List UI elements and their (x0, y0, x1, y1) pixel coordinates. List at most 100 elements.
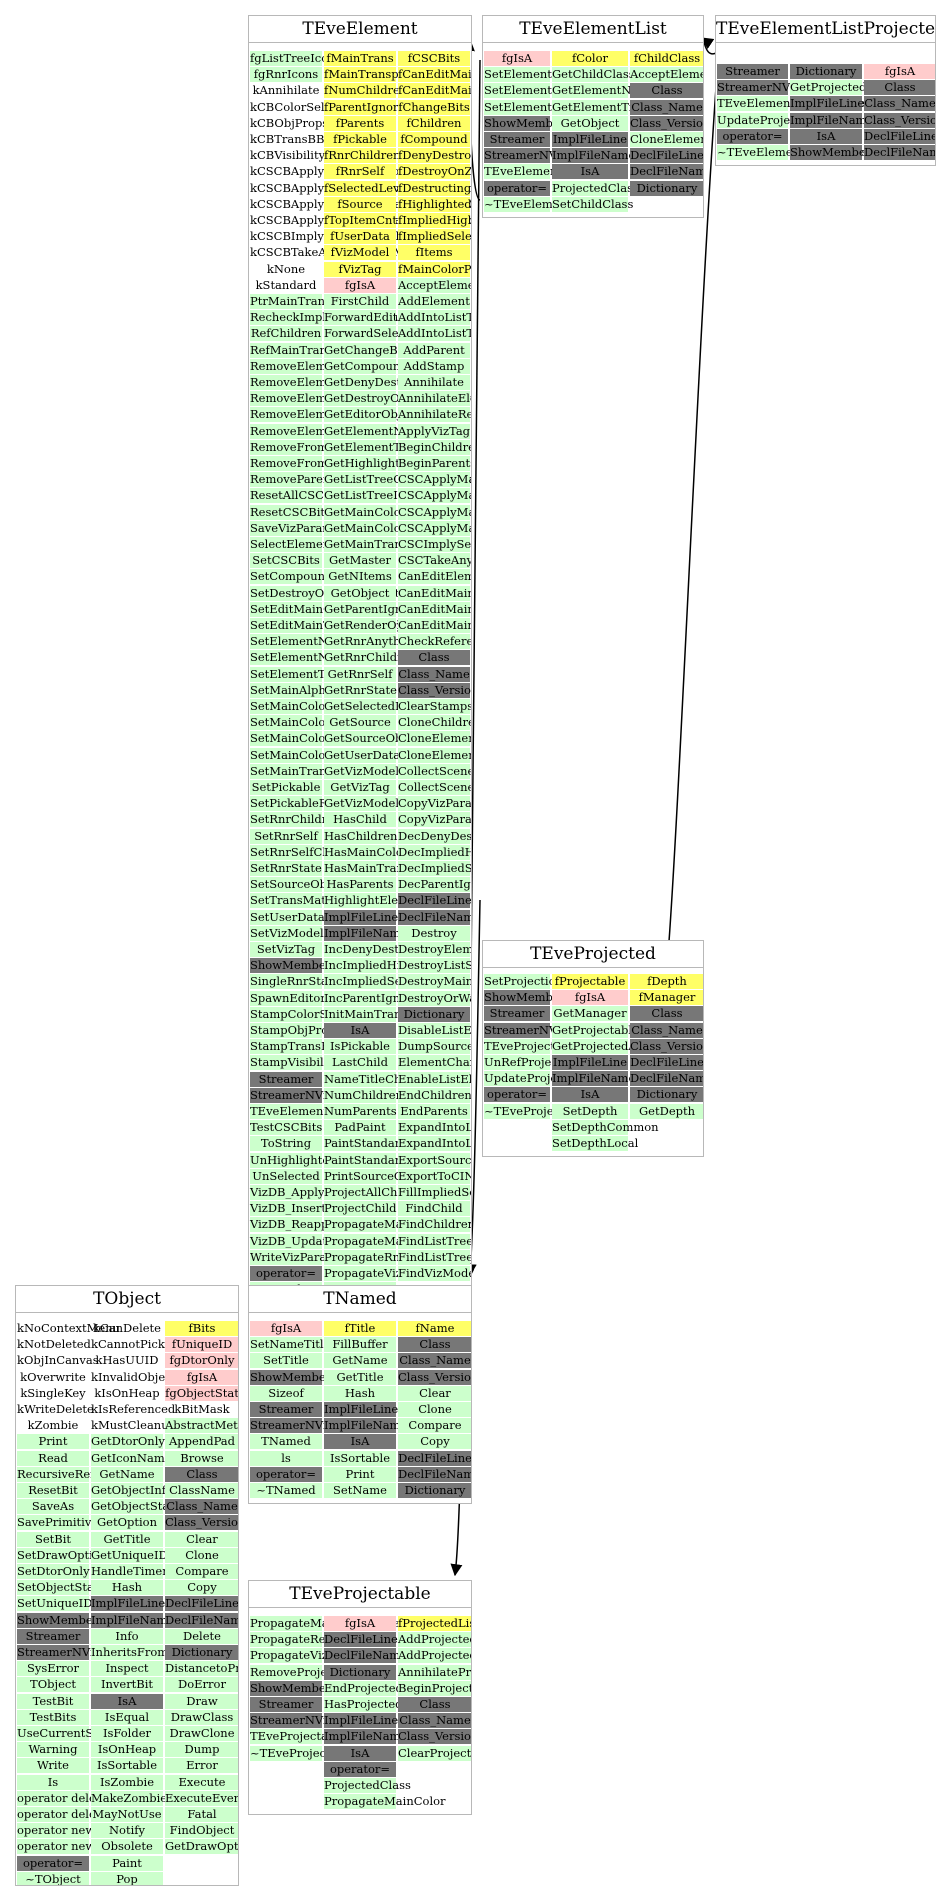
member-cell: DeclFileName (398, 1466, 471, 1482)
member-cell: GetEditorObject (324, 407, 420, 423)
member-cell: Draw (165, 1693, 238, 1709)
member-cell: PropagateMainColor (324, 1794, 446, 1810)
member-cell: DecParentIgnoreCnt (398, 877, 471, 893)
member-cell: ImplFileName (324, 1729, 408, 1745)
member-cell: GetChildClass (552, 67, 635, 83)
member-cell: operator= (324, 1761, 396, 1777)
member-cell: Clone (398, 1402, 471, 1417)
member-cell: fDestroyOnZeroRefCnt (398, 164, 472, 180)
member-cell: Class_Name (864, 96, 936, 112)
member-cell: fgIsA (250, 1321, 322, 1336)
member-cell: EndProjecteds (324, 1680, 409, 1696)
member-cell: ImplFileName (324, 1418, 408, 1434)
member-cell: Dictionary (790, 64, 862, 79)
member-cell: SetElementNameTitle (484, 83, 614, 99)
member-cell: SetRnrState (250, 861, 322, 876)
member-cell: Class_Name (398, 1713, 471, 1729)
member-cell: operator delete (17, 1790, 108, 1806)
member-cell: Read (17, 1450, 89, 1466)
member-cell: kBitMask (174, 1402, 230, 1416)
member-cell: SaveVizParams (250, 520, 340, 536)
member-cell: fTopItemCnt (324, 213, 398, 228)
class-box-teveelementlistprojected: TEveElementListProjected Streamer Streamer… (715, 15, 936, 167)
member-cell: IsA (324, 1434, 396, 1450)
member-cell: SetElementName (250, 634, 353, 650)
member-cell: fCompound (398, 132, 470, 147)
member-cell: AcceptElement (630, 67, 703, 83)
member-cell: Class_Name (398, 1353, 471, 1369)
member-cell: IsA (91, 1693, 163, 1709)
member-cell: DestroyListSubTree (398, 958, 471, 974)
class-title: TEveElementListProjected (716, 16, 935, 43)
member-cell: StampObjProps (250, 1023, 342, 1038)
member-cell: fSource (324, 196, 396, 212)
member-cell: Execute (165, 1774, 238, 1790)
member-cell: DeclFileName (864, 145, 935, 160)
member-cell: kInvalidObject (91, 1369, 177, 1384)
member-cell: kCSCBApplyMainTransparencyToMatchingChil… (250, 213, 471, 228)
member-cell: GetChangeBits (324, 342, 412, 358)
member-cell: ImplFileLine (91, 1596, 166, 1612)
member-cell: IsSortable (91, 1758, 163, 1774)
member-cell: kHasUUID (95, 1353, 159, 1368)
member-cell: PropagateVizParams (250, 1648, 372, 1664)
member-cell: CSCApplyMainColorToMatchingChildren (398, 488, 471, 504)
member-cell: GetRnrChildren (324, 650, 417, 666)
member-cell: ResetCSCBits (250, 504, 331, 520)
member-cell: operator= (250, 1466, 322, 1482)
member-cell: DoError (165, 1677, 238, 1693)
member-cell: ImplFileLine (324, 1713, 399, 1729)
member-cell: Clear (165, 1531, 238, 1547)
member-cell: Class (630, 83, 703, 99)
member-cell: fTitle (324, 1321, 396, 1336)
member-cell: SetVizModel (250, 925, 324, 941)
member-cell: fImpliedSelected (398, 229, 472, 245)
member-cell: DeclFileName (398, 909, 471, 925)
member-cell: GetObject (552, 115, 628, 131)
member-cell: ~TEveProjectable (250, 1745, 356, 1761)
member-cell: Annihilate (398, 375, 470, 390)
member-cell: fColor (552, 51, 628, 66)
member-cell: Dictionary (398, 1006, 470, 1022)
member-cell: PropagateMainTransparency (250, 1616, 420, 1631)
member-cell: PropagateMainColorToProjecteds (324, 1217, 471, 1233)
member-cell: kNone (266, 261, 306, 276)
member-cell: ForwardSelection (324, 326, 428, 342)
member-cell: GetMaster (324, 553, 396, 569)
member-cell: kOverwrite (20, 1369, 86, 1384)
member-cell: SysError (17, 1661, 89, 1677)
member-cell: SetRnrChildren (250, 812, 342, 828)
member-cell: StreamerNVirtual (717, 80, 822, 96)
member-cell: ShowMembers (250, 1680, 338, 1696)
member-cell: SetElementTitle (250, 666, 345, 682)
member-cell: StreamerNVirtual (17, 1645, 122, 1660)
member-cell: DeclFileName (324, 1648, 407, 1664)
member-cell: PropagateRenderState (250, 1632, 384, 1648)
member-cell: FindObject (165, 1823, 238, 1839)
member-cell: UnRefProjectable (484, 1055, 588, 1070)
member-cell: NameTitleChanged (324, 1071, 438, 1087)
member-cell: SetName (324, 1483, 396, 1498)
member-cell: ImplFileName (552, 1071, 636, 1087)
member-cell: Clone (165, 1547, 238, 1563)
member-cell: EndChildren (398, 1087, 472, 1103)
member-cell: SpawnEditor (250, 990, 326, 1006)
member-cell: ProjectedClass (552, 180, 639, 196)
member-cell: operator= (250, 1266, 322, 1281)
member-cell: kIsReferenced (91, 1402, 176, 1416)
member-cell: HasChildren (324, 828, 398, 844)
member-cell: fRnrSelf (324, 164, 396, 180)
member-cell: FindVizModel (398, 1266, 472, 1281)
member-cell: fImpliedHighlighted (398, 213, 471, 228)
member-cell: DeclFileName (630, 164, 703, 180)
member-cell: Obsolete (91, 1839, 163, 1855)
member-cell: GetElementName (324, 423, 428, 439)
member-cell: BeginChildren (398, 439, 471, 455)
member-cell: DecDenyDestroy (398, 828, 472, 844)
member-cell: GetIconName (91, 1450, 172, 1466)
member-cell: IsA (552, 1087, 628, 1103)
member-cell: SaveAs (17, 1499, 89, 1515)
member-cell: Fatal (165, 1807, 238, 1822)
member-cell: Compare (398, 1418, 471, 1434)
